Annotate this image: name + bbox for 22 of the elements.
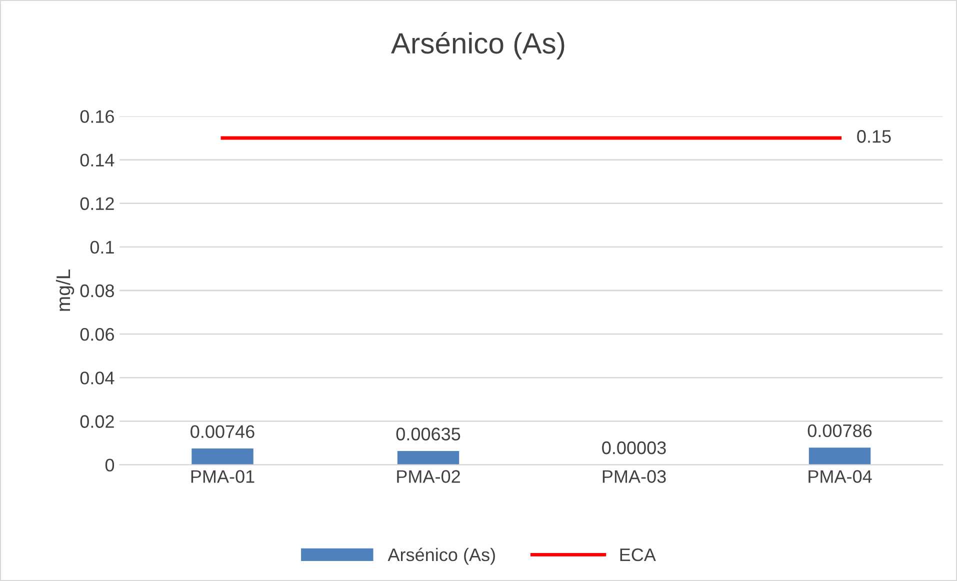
- y-tick-label: 0.16: [80, 110, 114, 123]
- x-tick-label: PMA-03: [602, 470, 666, 483]
- data-label: 0.00635: [396, 428, 460, 440]
- legend-label: ECA: [620, 548, 656, 562]
- y-tick-label: 0: [105, 458, 114, 472]
- y-tick-label: 0.04: [80, 372, 114, 384]
- data-label: 0.15: [857, 130, 891, 143]
- y-tick-label: 0.14: [80, 154, 114, 166]
- y-tick-label: 0.1: [90, 240, 114, 254]
- x-tick-label: PMA-01: [191, 470, 254, 483]
- data-label: 0.00746: [190, 425, 254, 438]
- y-axis-title: mg/L: [56, 270, 74, 311]
- y-tick-label: 0.02: [80, 415, 114, 428]
- y-tick-label: 0.06: [80, 328, 114, 341]
- x-tick-label: PMA-04: [808, 470, 872, 483]
- data-label: 0.00003: [602, 441, 666, 454]
- x-tick-label: PMA-02: [397, 470, 460, 483]
- legend-label: Arsénico (As): [388, 548, 495, 565]
- y-tick-label: 0.12: [80, 197, 114, 210]
- y-tick-label: 0.08: [80, 284, 114, 298]
- chart-title: Arsénico (As): [391, 32, 564, 60]
- data-label: 0.00786: [808, 424, 872, 438]
